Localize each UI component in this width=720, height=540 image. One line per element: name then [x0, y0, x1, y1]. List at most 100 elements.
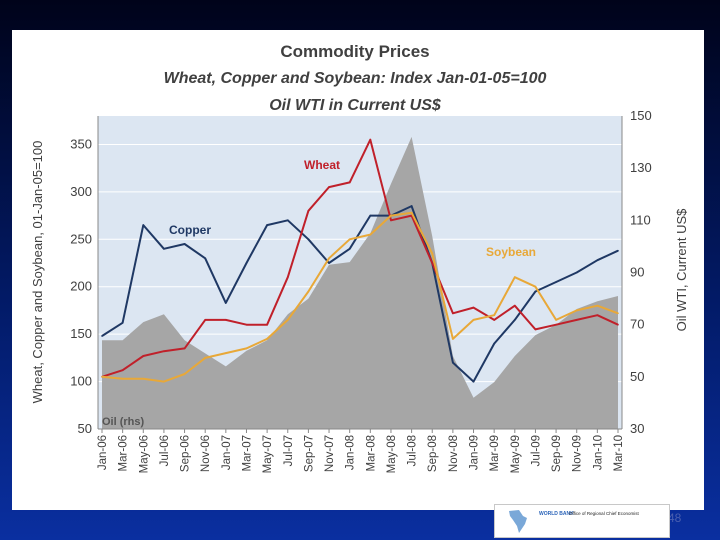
commodity-prices-chart: Commodity Prices Wheat, Copper and Soybe… — [30, 42, 689, 473]
wheat-point-25 — [617, 323, 619, 326]
x-tick-label-Mar-06: Mar-06 — [118, 435, 130, 471]
x-tick-label-Jul-08: Jul-08 — [407, 435, 419, 466]
x-tick-label-Nov-07: Nov-07 — [324, 435, 336, 472]
soybean-point-19 — [493, 314, 496, 317]
left-tick-50: 50 — [78, 421, 92, 436]
copper-point-4 — [183, 243, 186, 245]
soybean-point-22 — [555, 319, 557, 321]
soybean-point-20 — [514, 276, 516, 278]
x-tick-label-Mar-07: Mar-07 — [242, 435, 254, 471]
soybean-point-13 — [369, 233, 372, 236]
soybean-point-3 — [163, 380, 165, 383]
copper-point-3 — [163, 248, 165, 250]
copper-point-6 — [225, 302, 227, 304]
copper-point-10 — [307, 238, 310, 241]
x-tick-label-Jan-08: Jan-08 — [345, 435, 357, 470]
soybean-annotation: Soybean — [486, 245, 536, 259]
wheat-point-9 — [287, 276, 289, 278]
copper-point-11 — [328, 262, 330, 264]
x-tick-label-May-07: May-07 — [262, 435, 274, 473]
x-tick-label-Nov-06: Nov-06 — [200, 435, 212, 472]
soybean-point-23 — [575, 309, 578, 312]
wheat-point-14 — [390, 219, 392, 222]
chart-subtitle-line2: Oil WTI in Current US$ — [269, 97, 442, 114]
wheat-line — [101, 138, 619, 378]
copper-point-17 — [452, 361, 454, 364]
copper-point-19 — [493, 342, 496, 345]
page-number: 48 — [668, 511, 682, 525]
copper-point-13 — [369, 214, 372, 217]
wheat-point-23 — [575, 319, 578, 321]
wheat-point-1 — [121, 369, 124, 372]
right-tick-150: 150 — [630, 108, 652, 123]
right-axis-label: Oil WTI, Current US$ — [674, 208, 689, 332]
copper-point-15 — [410, 205, 413, 207]
copper-point-1 — [121, 322, 124, 324]
wheat-point-11 — [328, 186, 330, 188]
wheat-point-22 — [555, 323, 557, 326]
logo-office-text: Office of Regional Chief Economist — [569, 511, 639, 516]
chart-title: Commodity Prices — [280, 42, 429, 61]
copper-point-24 — [596, 259, 599, 261]
soybean-point-17 — [452, 338, 454, 340]
soybean-point-15 — [410, 211, 413, 214]
x-tick-label-Sep-06: Sep-06 — [180, 435, 192, 472]
x-tick-label-Mar-10: Mar-10 — [613, 435, 625, 471]
right-tick-90: 90 — [630, 265, 644, 280]
soybean-point-24 — [596, 304, 599, 307]
soybean-point-25 — [617, 312, 619, 315]
left-tick-100: 100 — [70, 374, 92, 389]
wheat-point-6 — [225, 319, 227, 321]
x-tick-label-May-06: May-06 — [138, 435, 150, 473]
copper-point-12 — [348, 248, 351, 250]
soybean-point-12 — [348, 238, 351, 241]
x-tick-label-Jul-06: Jul-06 — [159, 435, 171, 466]
chart-subtitle-line1: Wheat, Copper and Soybean: Index Jan-01-… — [164, 70, 547, 87]
soybean-point-0 — [101, 376, 103, 378]
copper-point-0 — [101, 335, 103, 337]
wheat-point-3 — [163, 350, 165, 353]
right-tick-50: 50 — [630, 369, 644, 384]
soybean-point-8 — [266, 338, 268, 340]
x-tick-label-Jul-07: Jul-07 — [283, 435, 295, 466]
x-tick-label-Sep-09: Sep-09 — [551, 435, 563, 472]
copper-point-21 — [534, 290, 537, 293]
copper-point-22 — [555, 281, 557, 283]
x-tick-label-Mar-09: Mar-09 — [489, 435, 501, 471]
wheat-point-24 — [596, 314, 599, 317]
wheat-point-8 — [266, 323, 268, 326]
x-tick-label-Nov-09: Nov-09 — [572, 435, 584, 472]
chart-panel: Commodity Prices Wheat, Copper and Soybe… — [12, 30, 704, 510]
soybean-point-6 — [225, 352, 227, 354]
soybean-point-10 — [307, 290, 310, 293]
oil-rhs-area — [102, 136, 618, 429]
copper-point-23 — [575, 271, 578, 274]
copper-point-5 — [204, 257, 206, 260]
world-bank-logo: WORLD BANK Office of Regional Chief Econ… — [494, 504, 670, 538]
wheat-point-18 — [472, 306, 475, 309]
wheat-point-19 — [493, 319, 496, 321]
soybean-point-16 — [431, 252, 434, 255]
wheat-point-17 — [452, 312, 454, 315]
x-tick-label-Mar-08: Mar-08 — [365, 435, 377, 471]
left-tick-250: 250 — [70, 231, 92, 246]
wheat-point-13 — [369, 138, 372, 141]
wheat-point-2 — [142, 355, 145, 357]
soybean-point-9 — [287, 319, 289, 321]
series-layer — [101, 136, 619, 429]
soybean-point-4 — [183, 373, 186, 375]
copper-point-7 — [245, 262, 248, 264]
oil-annotation: Oil (rhs) — [102, 416, 145, 428]
wheat-point-7 — [245, 323, 248, 326]
x-tick-label-Jul-09: Jul-09 — [530, 435, 542, 466]
soybean-point-7 — [245, 347, 248, 350]
x-tick-label-Jan-07: Jan-07 — [221, 435, 233, 470]
x-tick-label-May-09: May-09 — [510, 435, 522, 473]
soybean-point-18 — [472, 319, 475, 321]
right-tick-70: 70 — [630, 317, 644, 332]
left-axis-label: Wheat, Copper and Soybean, 01-Jan-05=100 — [30, 141, 45, 404]
soybean-point-1 — [121, 377, 124, 380]
wheat-point-20 — [514, 304, 516, 307]
wheat-point-5 — [204, 319, 206, 321]
